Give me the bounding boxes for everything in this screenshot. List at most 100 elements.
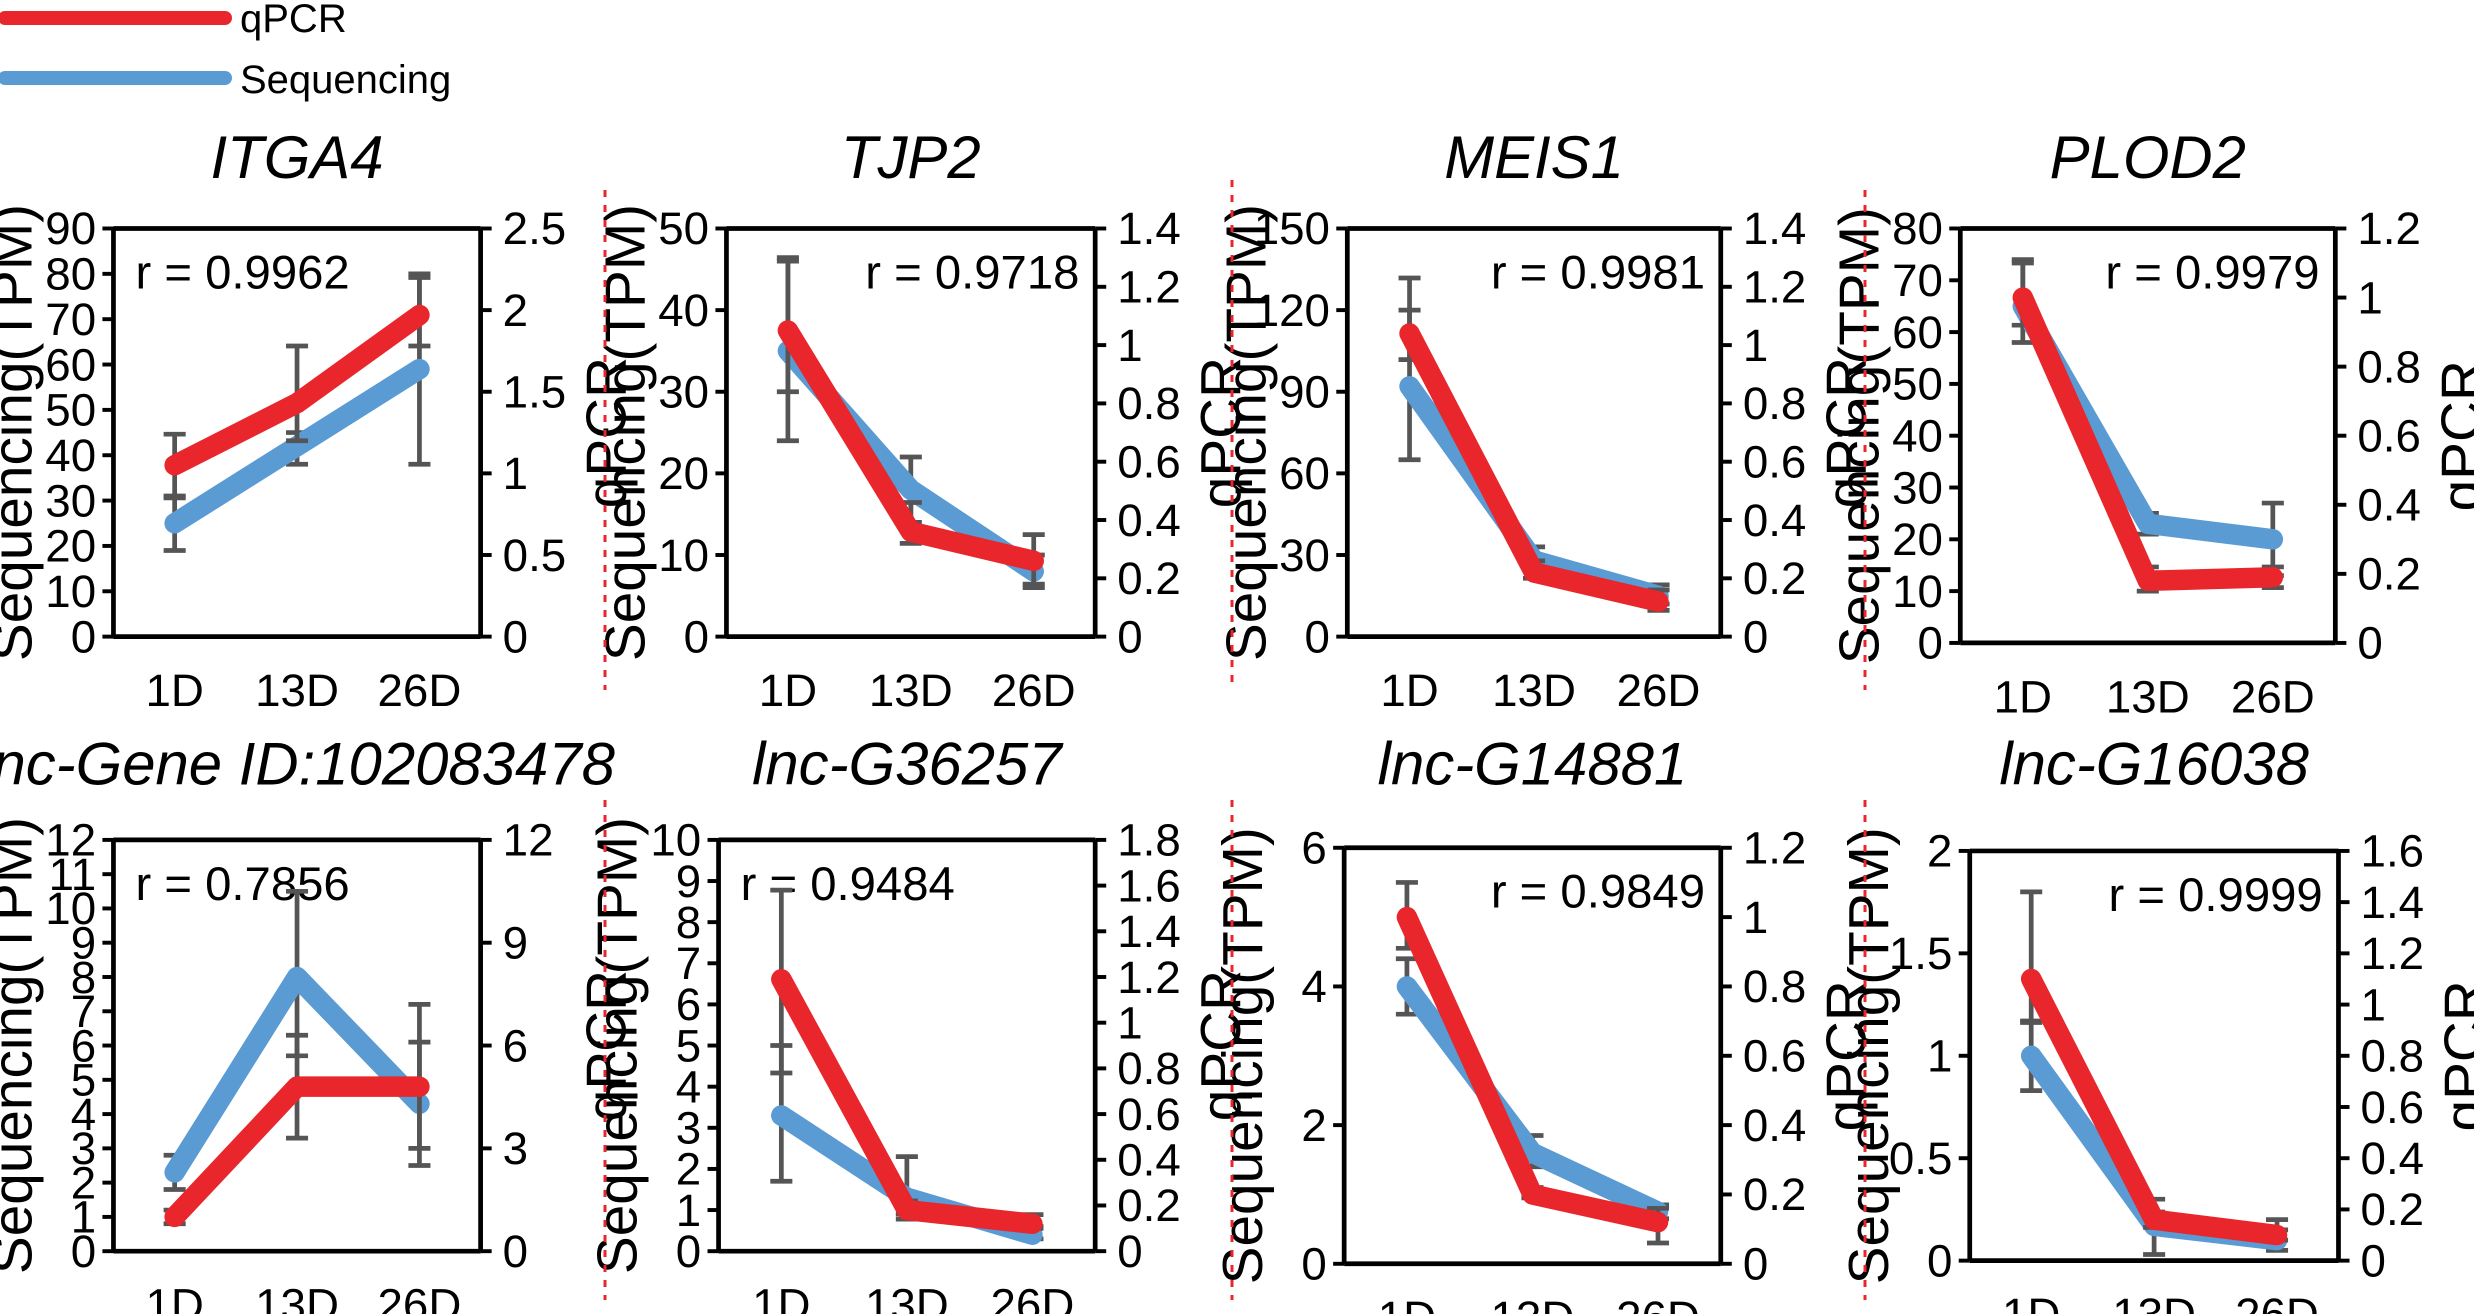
left-tick-label: 0	[1918, 618, 1943, 669]
sequencing-point	[1406, 383, 1413, 390]
qpcr-point	[2144, 577, 2151, 584]
left-tick-label: 60	[45, 339, 96, 390]
sequencing-line	[2012, 295, 2284, 550]
correlation-label: r = 0.9999	[2109, 869, 2323, 922]
qpcr-point	[2019, 294, 2026, 301]
left-tick-label: 2	[676, 1144, 701, 1195]
x-tick-label: 26D	[2231, 671, 2315, 722]
chart-title: lnc-G36257	[752, 731, 1064, 798]
left-tick-label: 60	[1279, 448, 1330, 499]
y-axis-label-right: qPCR	[2430, 360, 2474, 511]
y-axis-label-right: qPCR	[1816, 357, 1879, 508]
right-tick-label: 3	[503, 1123, 528, 1174]
right-tick-label: 0.8	[1117, 378, 1181, 429]
left-tick-label: 9	[71, 917, 96, 968]
right-tick-label: 6	[503, 1020, 528, 1071]
x-tick-label: 13D	[2106, 671, 2190, 722]
qpcr-point	[1029, 1220, 1036, 1227]
qpcr-point	[784, 327, 792, 334]
left-tick-label: 120	[1254, 285, 1330, 336]
x-tick-label: 1D	[1380, 665, 1438, 716]
x-tick-label: 1D	[752, 1280, 810, 1314]
left-tick-label: 4	[71, 1089, 96, 1140]
right-tick-label: 0	[2361, 1235, 2386, 1286]
left-tick-label: 8	[676, 897, 701, 948]
right-tick-label: 1.6	[2361, 826, 2425, 877]
sequencing-point	[2028, 1052, 2035, 1059]
left-tick-label: 30	[1279, 530, 1330, 581]
left-tick-label: 1	[676, 1185, 701, 1236]
correlation-label: r = 0.9484	[741, 858, 955, 911]
right-tick-label: 1	[1743, 892, 1768, 943]
left-tick-label: 4	[676, 1061, 701, 1112]
right-tick-label: 1	[2357, 272, 2382, 323]
chart-title: MEIS1	[1444, 124, 1624, 191]
right-tick-label: 2	[503, 285, 528, 336]
left-tick-label: 40	[1892, 410, 1943, 461]
qpcr-point	[2269, 574, 2276, 581]
left-tick-label: 1	[1927, 1031, 1952, 1082]
right-tick-label: 0.6	[1743, 436, 1807, 487]
right-tick-label: 1.2	[1743, 262, 1807, 313]
y-axis-label-right: qPCR	[1816, 980, 1879, 1131]
right-tick-label: 0	[1117, 1226, 1142, 1277]
chart-panel: lnc-Gene ID:1020834780123456789101112036…	[0, 731, 639, 1314]
right-tick-label: 0.6	[1117, 1089, 1181, 1140]
chart-panel: lnc-G3625701234567891000.20.40.60.811.21…	[587, 731, 1254, 1314]
y-axis-label-left: Sequencing(TPM)	[1828, 207, 1891, 664]
left-tick-label: 30	[1892, 462, 1943, 513]
right-tick-label: 0.6	[2361, 1082, 2425, 1133]
qpcr-line	[1396, 906, 1669, 1233]
qpcr-point	[171, 462, 178, 469]
chart-panel: PLOD20102030405060708000.20.40.60.811.21…	[1828, 124, 2474, 722]
x-tick-label: 26D	[1616, 1292, 1700, 1314]
right-tick-label: 1.5	[503, 367, 567, 418]
right-tick-label: 0.6	[1117, 436, 1181, 487]
panel-dividers	[603, 180, 1867, 1300]
legend: qPCR Sequencing	[0, 0, 451, 102]
left-tick-label: 20	[45, 521, 96, 572]
left-tick-label: 7	[71, 986, 96, 1037]
left-tick-label: 10	[1892, 566, 1943, 617]
left-tick-label: 10	[45, 883, 96, 934]
x-tick-label: 13D	[2112, 1289, 2196, 1314]
right-tick-label: 1	[503, 448, 528, 499]
chart-title: PLOD2	[2050, 124, 2246, 191]
x-tick-label: 13D	[1492, 665, 1576, 716]
correlation-label: r = 0.9962	[136, 246, 350, 299]
right-tick-label: 0.8	[2357, 341, 2421, 392]
left-tick-label: 11	[49, 849, 96, 900]
y-axis-label-left: Sequencing(TPM)	[0, 204, 45, 661]
left-tick-label: 9	[676, 856, 701, 907]
correlation-label: r = 0.7856	[136, 858, 350, 911]
left-tick-label: 6	[676, 979, 701, 1030]
right-tick-label: 0.2	[1117, 1180, 1181, 1231]
left-tick-label: 0.5	[1889, 1133, 1953, 1184]
right-tick-label: 0.8	[1743, 378, 1807, 429]
right-tick-label: 0	[1117, 611, 1142, 662]
right-tick-label: 1.4	[1117, 906, 1181, 957]
left-tick-label: 20	[658, 448, 709, 499]
chart-panel: lnc-G1603800.511.5200.20.40.60.811.21.41…	[1838, 731, 2474, 1314]
left-tick-label: 60	[1892, 307, 1943, 358]
right-tick-label: 0.2	[1117, 553, 1181, 604]
y-axis-label-left: Sequencing(TPM)	[0, 817, 45, 1274]
left-tick-label: 40	[658, 285, 709, 336]
error-bar	[408, 1002, 431, 1151]
y-axis-label-left: Sequencing(TPM)	[1215, 204, 1278, 661]
right-tick-label: 1	[1743, 320, 1768, 371]
right-tick-label: 0.2	[2357, 549, 2421, 600]
left-tick-label: 90	[45, 203, 96, 254]
right-tick-label: 0.4	[2361, 1133, 2425, 1184]
left-tick-label: 0	[1927, 1235, 1952, 1286]
qpcr-point	[778, 976, 785, 983]
qpcr-point	[2150, 1216, 2158, 1223]
left-tick-label: 6	[71, 1020, 96, 1071]
y-axis-label-left: Sequencing(TPM)	[587, 817, 650, 1274]
left-tick-label: 2	[71, 1157, 96, 1208]
x-tick-label: 1D	[759, 665, 817, 716]
x-tick-label: 1D	[2002, 1289, 2060, 1314]
left-tick-label: 20	[1892, 514, 1943, 565]
